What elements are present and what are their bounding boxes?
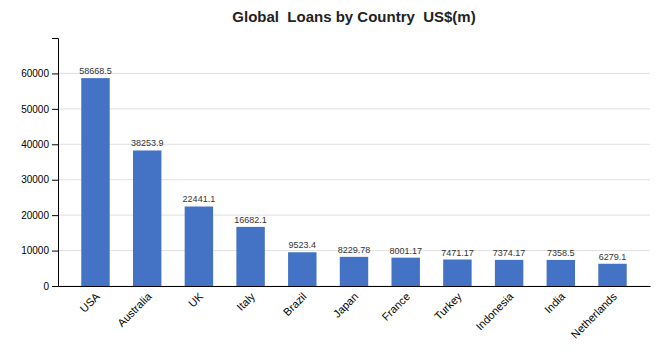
y-tick: 10000 xyxy=(21,245,58,256)
x-tick: USA xyxy=(77,290,102,315)
x-tick: Japan xyxy=(331,290,361,320)
data-label: 8001.17 xyxy=(389,246,422,256)
y-tick-label: 30000 xyxy=(21,174,49,185)
y-tick-mark xyxy=(52,73,58,74)
x-tick-label: Italy xyxy=(234,290,257,313)
y-tick-label: 40000 xyxy=(21,139,49,150)
x-tick: France xyxy=(379,290,412,323)
bar xyxy=(391,258,419,286)
grid xyxy=(58,73,650,286)
data-label: 22441.1 xyxy=(183,194,216,204)
y-tick: 0 xyxy=(43,281,58,292)
x-tick: Indonesia xyxy=(473,290,516,333)
x-tick: Turkey xyxy=(432,290,464,322)
y-tick-label: 0 xyxy=(43,281,49,292)
y-tick-mark xyxy=(52,251,58,252)
bar xyxy=(340,257,368,286)
bar xyxy=(236,227,264,286)
y-tick-label: 50000 xyxy=(21,104,49,115)
y-tick: 20000 xyxy=(21,210,58,221)
x-tick-label: UK xyxy=(186,290,206,310)
data-label: 7471.17 xyxy=(441,248,474,258)
data-labels: 58668.5 38253.9 22441.1 16682.1 9523.4 8229.7… xyxy=(79,66,626,262)
x-tick-label: Brazil xyxy=(281,290,309,318)
bar xyxy=(495,260,523,286)
y-tick-label: 10000 xyxy=(21,245,49,256)
data-label: 16682.1 xyxy=(234,215,267,225)
data-label: 7358.5 xyxy=(547,248,575,258)
y-tick-mark xyxy=(52,215,58,216)
y-axis: 0 10000 20000 30000 40000 50000 60000 xyxy=(21,39,58,292)
data-label: 58668.5 xyxy=(79,66,112,76)
x-tick-label: Netherlands xyxy=(569,290,620,341)
plot-area xyxy=(81,78,626,286)
y-tick: 50000 xyxy=(21,104,58,115)
y-tick: 30000 xyxy=(21,174,58,185)
x-tick: Brazil xyxy=(281,290,309,318)
x-axis: USA Australia UK Italy Brazil Japan France Turk… xyxy=(59,287,651,341)
x-tick-label: Turkey xyxy=(432,290,464,322)
y-tick-mark xyxy=(52,109,58,110)
y-tick: 40000 xyxy=(21,139,58,150)
y-tick-mark xyxy=(52,286,58,287)
x-tick: Netherlands xyxy=(569,290,620,341)
x-tick-label: USA xyxy=(77,290,102,315)
x-tick: Australia xyxy=(115,290,154,329)
data-label: 8229.78 xyxy=(338,245,371,255)
grid-line xyxy=(58,108,650,109)
chart-title: Global Loans by Country US$(m) xyxy=(232,8,475,25)
x-tick-label: Japan xyxy=(331,290,361,320)
grid-line xyxy=(58,73,650,74)
data-label: 7374.17 xyxy=(493,248,526,258)
x-tick-label: India xyxy=(542,290,568,316)
data-label: 6279.1 xyxy=(599,252,627,262)
x-tick: India xyxy=(542,290,568,316)
bar xyxy=(185,206,213,286)
x-axis-line xyxy=(59,286,651,287)
bar xyxy=(133,150,161,286)
y-axis-line xyxy=(52,39,59,287)
data-label: 38253.9 xyxy=(131,138,164,148)
y-tick-label: 20000 xyxy=(21,210,49,221)
x-tick-label: Indonesia xyxy=(473,290,516,333)
bar xyxy=(288,252,316,286)
y-tick-mark xyxy=(52,180,58,181)
y-tick: 60000 xyxy=(21,68,58,79)
x-tick: Italy xyxy=(234,290,257,313)
bar xyxy=(598,264,626,286)
x-tick-label: Australia xyxy=(115,290,154,329)
bar xyxy=(443,260,471,286)
data-label: 9523.4 xyxy=(289,240,317,250)
x-tick-label: France xyxy=(379,290,412,323)
chart-container: 0 10000 20000 30000 40000 50000 60000 USA Austra… xyxy=(0,0,670,360)
x-tick: UK xyxy=(186,290,206,310)
y-tick-mark xyxy=(52,144,58,145)
bar xyxy=(547,260,575,286)
y-tick-label: 60000 xyxy=(21,68,49,79)
chart-svg: 0 10000 20000 30000 40000 50000 60000 USA Austra… xyxy=(0,0,670,360)
bar xyxy=(81,78,109,286)
